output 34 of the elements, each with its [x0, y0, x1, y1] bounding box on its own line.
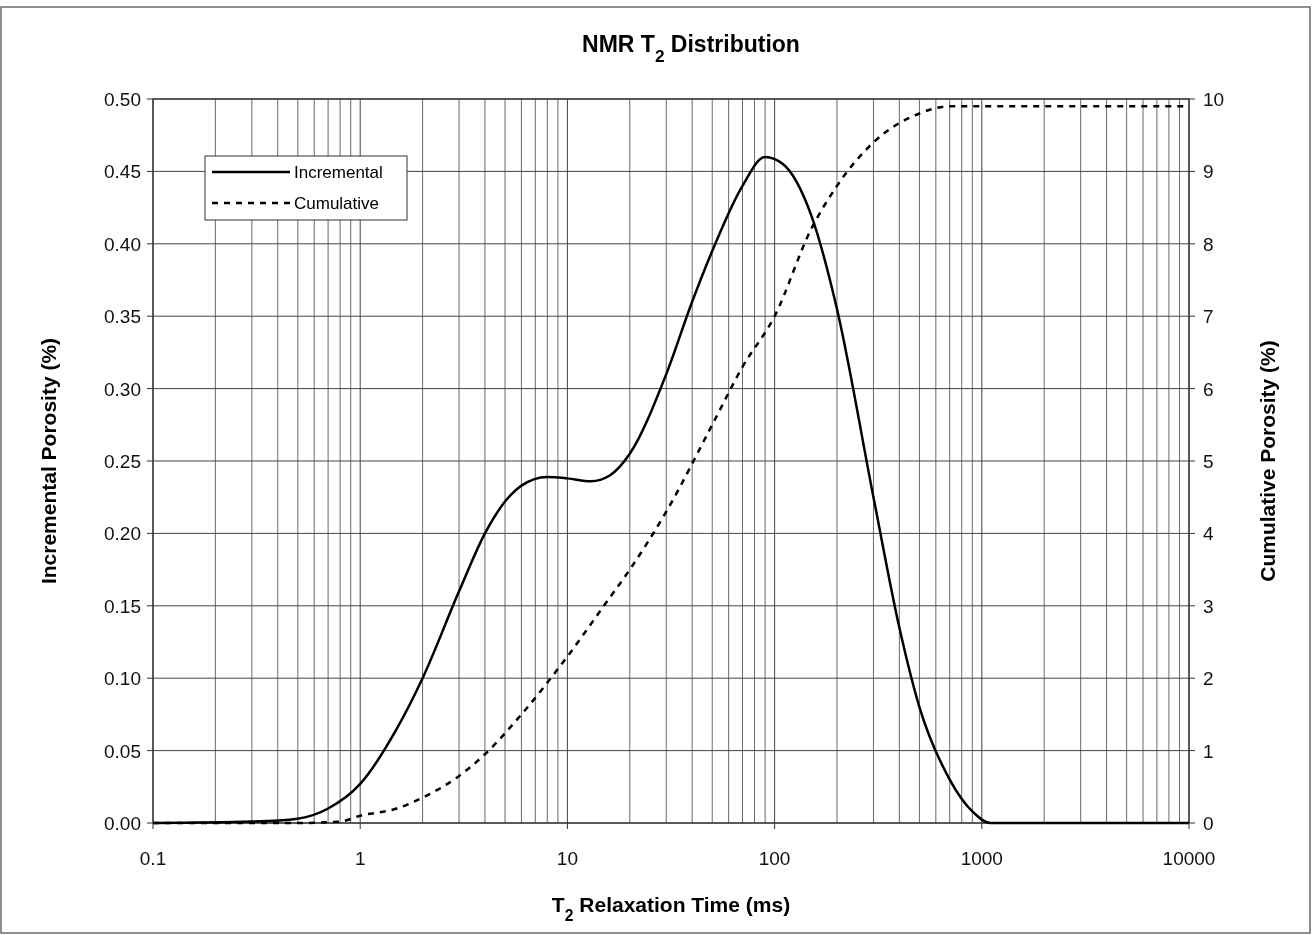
y-tick-label: 0.15 [104, 595, 141, 617]
y-tick-label: 0.45 [104, 161, 141, 183]
y2-tick-label: 9 [1203, 161, 1214, 183]
x-tick-label: 10000 [1162, 848, 1216, 869]
y2-tick-label: 0 [1203, 813, 1214, 834]
y-axis-title: Incremental Porosity (%) [37, 337, 60, 585]
y2-tick-label: 5 [1203, 451, 1214, 472]
y-tick-label: 0.20 [104, 523, 141, 545]
y-tick-label: 0.05 [104, 740, 141, 762]
y2-tick-label: 4 [1203, 523, 1214, 545]
y2-tick-label: 10 [1203, 89, 1225, 110]
x-tick-label: 1000 [960, 848, 1003, 869]
y2-tick-label: 6 [1203, 378, 1214, 400]
y2-tick-label: 1 [1203, 740, 1214, 762]
x-tick-label: 0.1 [139, 848, 167, 869]
x-tick-label: 100 [758, 848, 791, 869]
y2-tick-label: 7 [1203, 306, 1214, 328]
chart-title: NMR T$_{2}$ Distribution [582, 31, 800, 66]
y-tick-label: 0.35 [104, 306, 141, 328]
legend-label: Incremental [294, 163, 383, 182]
x-tick-label: 10 [556, 848, 578, 869]
y2-tick-label: 8 [1203, 233, 1214, 255]
y-tick-label: 0.00 [104, 813, 141, 834]
y-tick-label: 0.50 [104, 89, 141, 110]
y2-tick-label: 2 [1203, 668, 1214, 690]
y-tick-label: 0.30 [104, 378, 141, 400]
y2-axis-title: Cumulative Porosity (%) [1256, 340, 1279, 582]
y-tick-label: 0.40 [104, 233, 141, 255]
x-axis-title: T$_{2}$ Relaxation Time (ms) [551, 893, 791, 924]
legend-label: Cumulative [294, 194, 380, 213]
y2-tick-label: 3 [1203, 595, 1214, 617]
y-tick-label: 0.25 [104, 451, 141, 472]
x-tick-label: 1 [354, 848, 366, 869]
y-tick-label: 0.10 [104, 668, 141, 690]
